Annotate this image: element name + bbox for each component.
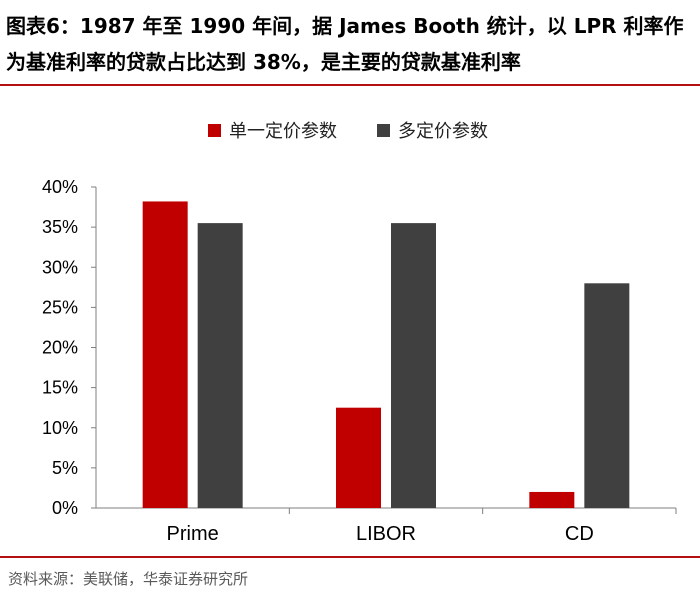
legend: 单一定价参数 多定价参数 [0,117,700,147]
bar [529,491,575,508]
y-tick-label: 5% [52,458,78,478]
y-tick-label: 15% [42,378,78,398]
bar [142,201,188,508]
legend-label-single-param: 单一定价参数 [229,121,337,142]
y-tick-label: 35% [42,217,78,237]
bar [336,407,381,508]
x-tick-label: Prime [167,523,219,545]
y-tick-label: 40% [42,177,78,197]
legend-item-single-param: 单一定价参数 [208,117,337,143]
y-tick-label: 10% [42,418,78,438]
y-tick-label: 30% [42,257,78,277]
x-tick-label: CD [565,523,594,545]
legend-swatch-gray [377,123,390,137]
x-tick-label: LIBOR [356,523,416,545]
y-tick-label: 0% [52,498,78,518]
title-divider [0,84,700,86]
bar [197,223,243,509]
source-divider [0,556,700,558]
chart-title: 图表6：1987 年至 1990 年间，据 James Booth 统计，以 L… [6,14,684,74]
bar [391,223,436,509]
legend-swatch-red [208,123,221,137]
y-tick-label: 20% [42,338,78,358]
legend-label-multi-param: 多定价参数 [398,121,488,142]
legend-item-multi-param: 多定价参数 [377,117,488,143]
bar [584,283,630,508]
bar-chart: 0% 5% 10% 15% 20% 25% 30% 35% 40% Prime LIBOR CD [42,177,677,545]
source-note: 资料来源：美联储，华泰证券研究所 [8,570,249,588]
y-tick-label: 25% [42,297,78,317]
